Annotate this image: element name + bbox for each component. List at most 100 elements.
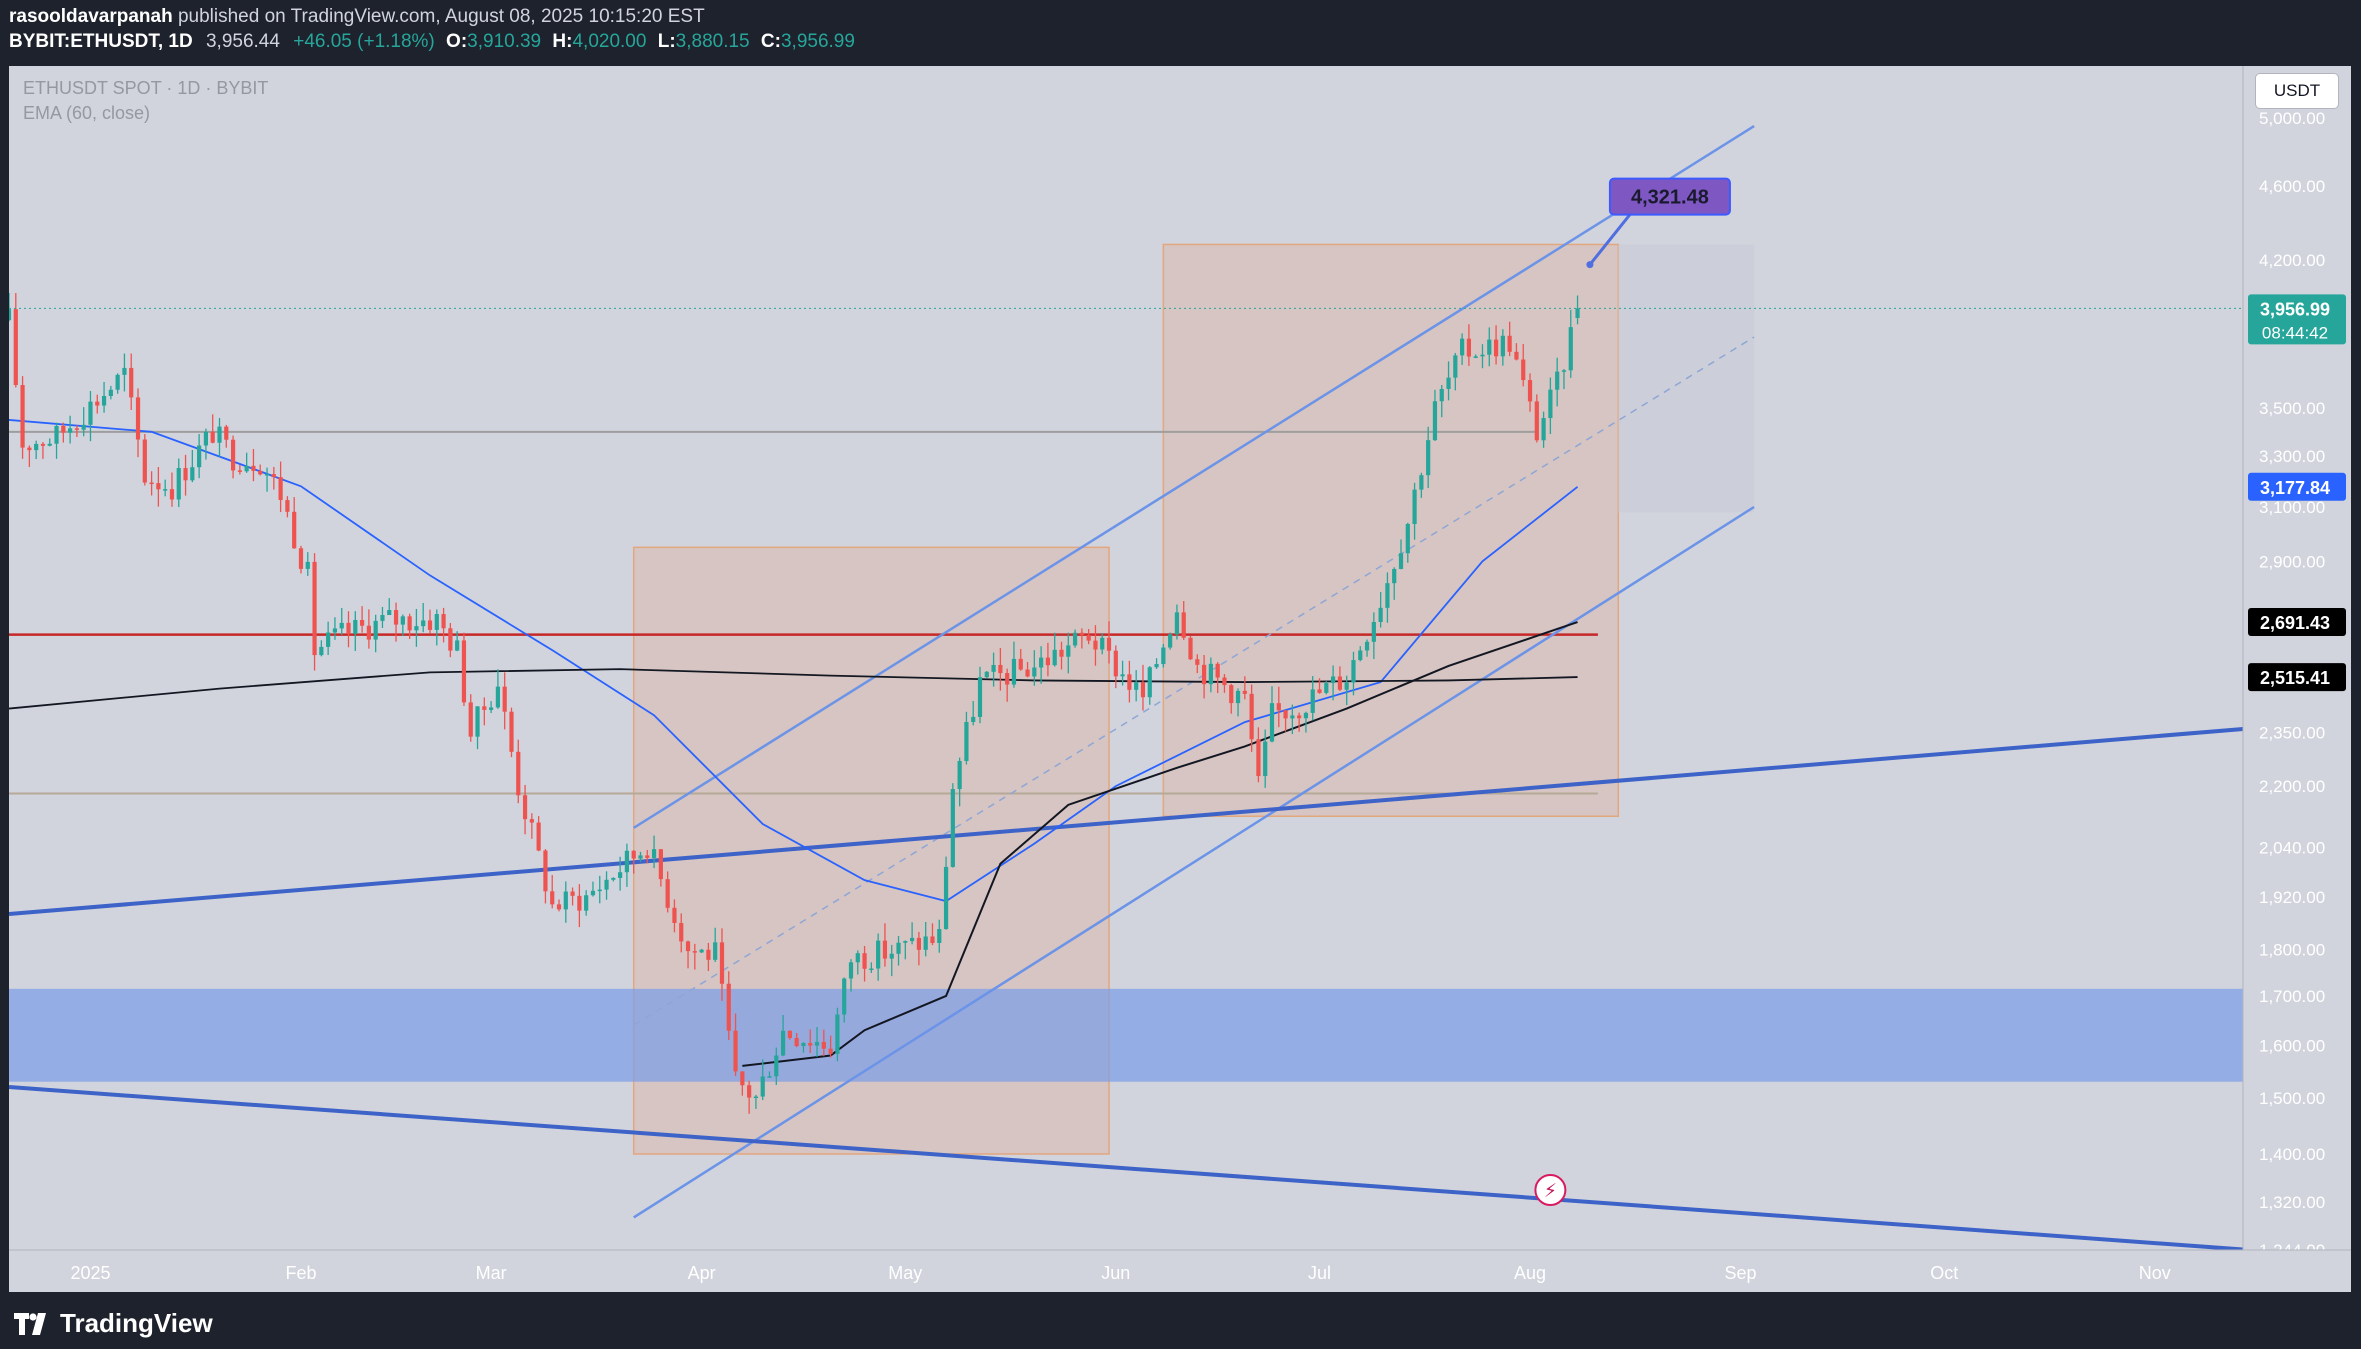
candle-body (998, 664, 1003, 674)
candle-body (251, 465, 256, 471)
candle-body (81, 424, 86, 430)
candle-body (862, 953, 867, 969)
candle-body (54, 425, 59, 444)
candle-body (332, 628, 338, 633)
candle-body (1432, 401, 1438, 441)
legend-symbol[interactable]: ETHUSDT SPOT · 1D · BYBIT (23, 78, 269, 98)
candle-body (808, 1043, 813, 1046)
candle-body (835, 1014, 840, 1054)
candle-body (930, 936, 935, 943)
candle-body (1351, 660, 1356, 683)
candle-body (1249, 693, 1254, 740)
candle-body (61, 425, 66, 433)
candle-body (713, 942, 718, 960)
candle-body (842, 978, 847, 1015)
candle-body (699, 949, 704, 953)
publish-info: published on TradingView.com, August 08,… (177, 6, 705, 27)
last-price-label: 3,956.99 (2260, 299, 2330, 319)
candle-body (1392, 568, 1397, 584)
candle-body (461, 640, 467, 703)
y-tick-label: 5,000.00 (2259, 109, 2325, 128)
candle-body (353, 619, 358, 634)
candle-body (638, 855, 643, 859)
y-tick-label: 3,100.00 (2259, 498, 2325, 517)
high-label: H: (552, 31, 573, 52)
candle-body (400, 616, 405, 625)
candle-body (1093, 640, 1098, 650)
candle-body (1290, 715, 1295, 719)
candle-body (848, 962, 854, 979)
tradingview-logo[interactable]: TradingView (14, 1308, 213, 1339)
candle-body (1534, 401, 1539, 441)
candle-body (1154, 664, 1159, 668)
symbol-label[interactable]: BYBIT:ETHUSDT, 1D (9, 31, 193, 52)
candle-body (224, 426, 229, 440)
candle-body (95, 401, 100, 406)
candle-body (529, 819, 534, 823)
candle-body (1235, 690, 1241, 704)
currency-unit-button[interactable]: USDT (2255, 73, 2339, 109)
candle-body (1297, 715, 1302, 719)
candle-body (1174, 612, 1180, 635)
candle-body (326, 632, 331, 647)
candle-body (271, 474, 276, 478)
y-tick-label: 4,200.00 (2259, 251, 2325, 270)
candle-body (1521, 359, 1526, 381)
candle-body (1032, 667, 1037, 677)
author-name[interactable]: rasooldavarpanah (9, 6, 173, 27)
candle-body (156, 483, 161, 490)
candle-body (1242, 690, 1247, 694)
candle-body (1330, 676, 1336, 684)
candle-body (203, 431, 209, 446)
candle-body (489, 707, 494, 710)
target-pointer (1588, 213, 1632, 266)
candle-body (624, 850, 630, 873)
candle-body (536, 822, 541, 851)
candle-body (1412, 489, 1417, 524)
candle-body (1208, 663, 1213, 685)
candle-body (163, 489, 168, 491)
y-tick-label: 3,500.00 (2259, 399, 2325, 418)
chart-footer: TradingView (0, 1296, 2361, 1349)
y-tick-label: 1,500.00 (2259, 1089, 2325, 1108)
candle-body (1025, 669, 1030, 677)
price-scale-label: 2,515.41 (2260, 668, 2330, 688)
candle-body (903, 941, 908, 943)
candle-body (597, 889, 602, 892)
chart-frame[interactable]: 4,321.48⚡1,244.001,320.001,400.001,500.0… (9, 66, 2351, 1292)
candle-body (122, 367, 127, 375)
y-tick-label: 3,300.00 (2259, 447, 2325, 466)
candle-body (1507, 335, 1512, 352)
candle-body (135, 397, 141, 440)
candle-body (1045, 657, 1051, 666)
candle-body (1127, 674, 1132, 690)
x-tick-label: Aug (1514, 1263, 1546, 1283)
candle-body (1453, 355, 1458, 378)
price-chart[interactable]: 4,321.48⚡1,244.001,320.001,400.001,500.0… (9, 66, 2351, 1292)
y-tick-label: 2,200.00 (2259, 777, 2325, 796)
candle-body (672, 907, 677, 923)
candle-body (1473, 356, 1478, 358)
candle-body (611, 877, 616, 880)
candle-body (359, 619, 365, 626)
legend-ema[interactable]: EMA (60, close) (23, 103, 151, 123)
candle-body (876, 940, 881, 969)
candle-body (1575, 308, 1580, 318)
candle-body (68, 428, 73, 433)
channel-upper-trendline (633, 125, 1755, 829)
candle-body (604, 879, 609, 890)
candle-body (821, 1041, 826, 1049)
candle-body (1072, 632, 1078, 646)
candle-body (1147, 667, 1152, 698)
candle-body (1005, 673, 1010, 685)
rising-support-trendline (9, 726, 2244, 917)
candle-body (1086, 635, 1091, 641)
candle-body (801, 1043, 806, 1047)
candle-body (570, 891, 575, 896)
candle-body (40, 443, 46, 446)
price-scale-label: 3,177.84 (2260, 478, 2330, 498)
candle-body (1317, 689, 1322, 693)
candle-body (971, 716, 976, 722)
candle-body (516, 751, 521, 796)
candle-body (740, 1071, 745, 1086)
